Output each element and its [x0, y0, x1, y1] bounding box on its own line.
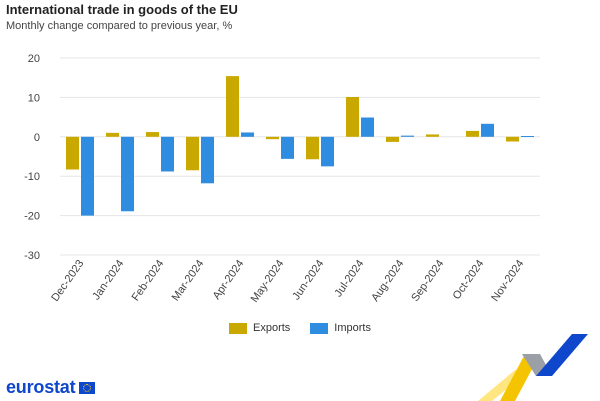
y-tick-label: 10: [28, 92, 40, 104]
bar-exports-jul-2024: [346, 97, 359, 137]
bar-exports-sep-2024: [426, 134, 439, 137]
x-tick-label: Jun-2024: [290, 258, 326, 302]
bar-exports-jan-2024: [106, 132, 119, 137]
bar-exports-oct-2024: [466, 130, 479, 137]
bar-imports-may-2024: [281, 136, 294, 159]
brand-name: eurostat: [6, 377, 76, 397]
x-tick-label: Aug-2024: [369, 258, 406, 304]
bar-imports-feb-2024: [161, 136, 174, 172]
eurostat-logo: eurostat: [6, 377, 96, 398]
x-tick-label: Mar-2024: [170, 258, 207, 303]
x-tick-label: Apr-2024: [211, 258, 247, 302]
bar-exports-mar-2024: [186, 136, 199, 171]
bar-imports-jul-2024: [361, 117, 374, 137]
x-tick-label: Sep-2024: [409, 258, 446, 304]
bar-imports-apr-2024: [241, 132, 254, 137]
chart-subtitle: Monthly change compared to previous year…: [6, 20, 233, 32]
bar-exports-aug-2024: [386, 136, 399, 142]
legend-swatch-exports: [229, 322, 247, 334]
y-tick-label: 20: [28, 53, 40, 65]
x-tick-label: Dec-2023: [49, 258, 86, 304]
legend-swatch-imports: [310, 322, 329, 334]
bar-imports-nov-2024: [521, 136, 534, 138]
bar-imports-dec-2023: [81, 136, 94, 216]
bar-imports-oct-2024: [481, 123, 494, 137]
bar-exports-dec-2023: [66, 136, 79, 170]
x-tick-label: Jan-2024: [90, 258, 126, 302]
bar-exports-apr-2024: [226, 76, 239, 137]
bar-exports-feb-2024: [146, 132, 159, 137]
bar-imports-mar-2024: [201, 136, 214, 184]
legend-item-exports[interactable]: Exports: [229, 322, 290, 334]
legend: Exports Imports: [0, 322, 600, 334]
corner-stripe-blue: [536, 334, 588, 376]
bar-imports-jan-2024: [121, 136, 134, 212]
y-tick-label: -30: [24, 250, 40, 262]
x-tick-label: Oct-2024: [451, 258, 487, 302]
y-tick-label: -10: [24, 171, 40, 183]
y-tick-label: 0: [34, 132, 40, 144]
eu-flag-icon: [79, 381, 96, 394]
bar-imports-aug-2024: [401, 135, 414, 137]
legend-label-exports: Exports: [253, 322, 291, 334]
legend-item-imports[interactable]: Imports: [310, 322, 371, 334]
legend-label-imports: Imports: [334, 322, 371, 334]
x-tick-label: Feb-2024: [130, 258, 167, 303]
x-tick-label: Nov-2024: [489, 258, 526, 304]
y-tick-label: -20: [24, 211, 40, 223]
x-tick-label: May-2024: [249, 258, 287, 305]
chart-title: International trade in goods of the EU: [6, 2, 238, 17]
bar-exports-nov-2024: [506, 136, 519, 142]
bar-exports-may-2024: [266, 136, 279, 140]
x-tick-label: Jul-2024: [332, 258, 366, 299]
bar-exports-jun-2024: [306, 136, 319, 160]
bar-imports-jun-2024: [321, 136, 334, 167]
corner-stripe-logo: [478, 334, 588, 401]
